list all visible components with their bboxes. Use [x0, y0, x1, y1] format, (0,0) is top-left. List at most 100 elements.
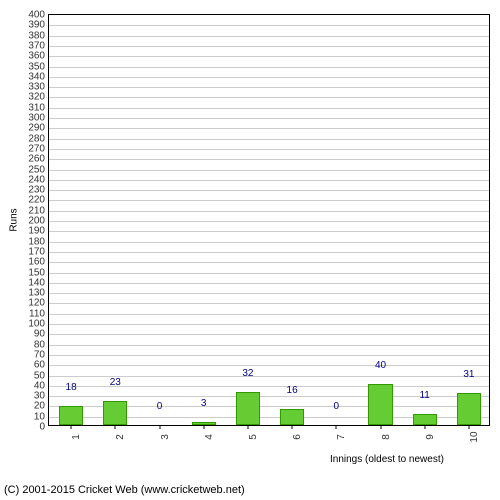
- y-tick-label: 260: [28, 154, 45, 165]
- y-tick-label: 250: [28, 164, 45, 175]
- y-tick-label: 120: [28, 298, 45, 309]
- x-tick-label: 8: [381, 434, 392, 440]
- bar-value-label: 16: [287, 385, 298, 396]
- y-tick-label: 90: [34, 329, 45, 340]
- x-tick-mark: [247, 425, 248, 429]
- grid-line: [49, 324, 489, 325]
- grid-line: [49, 252, 489, 253]
- grid-line: [49, 200, 489, 201]
- y-tick-label: 140: [28, 277, 45, 288]
- grid-line: [49, 128, 489, 129]
- y-tick-label: 330: [28, 82, 45, 93]
- grid-line: [49, 139, 489, 140]
- x-tick-mark: [203, 425, 204, 429]
- bar-value-label: 0: [157, 401, 163, 412]
- bar: [103, 401, 127, 425]
- x-tick-mark: [424, 425, 425, 429]
- y-tick-label: 160: [28, 257, 45, 268]
- grid-line: [49, 334, 489, 335]
- grid-line: [49, 36, 489, 37]
- y-tick-label: 350: [28, 61, 45, 72]
- x-tick-mark: [468, 425, 469, 429]
- x-tick-label: 10: [469, 431, 480, 442]
- grid-line: [49, 118, 489, 119]
- y-tick-label: 400: [28, 10, 45, 21]
- y-tick-label: 370: [28, 40, 45, 51]
- grid-line: [49, 97, 489, 98]
- y-tick-label: 240: [28, 174, 45, 185]
- bar-value-label: 40: [375, 360, 386, 371]
- bar-value-label: 31: [463, 369, 474, 380]
- bar: [59, 406, 83, 425]
- y-tick-label: 110: [29, 308, 45, 319]
- grid-line: [49, 180, 489, 181]
- grid-line: [49, 149, 489, 150]
- y-tick-label: 300: [28, 113, 45, 124]
- grid-line: [49, 242, 489, 243]
- bar-value-label: 32: [242, 368, 253, 379]
- y-tick-label: 270: [28, 143, 45, 154]
- y-tick-label: 0: [39, 422, 45, 433]
- y-tick-label: 80: [34, 339, 45, 350]
- x-tick-label: 3: [160, 434, 171, 440]
- bar-value-label: 0: [334, 401, 340, 412]
- bar: [280, 409, 304, 425]
- grid-line: [49, 283, 489, 284]
- x-tick-mark: [336, 425, 337, 429]
- y-tick-label: 190: [28, 226, 45, 237]
- bar-value-label: 3: [201, 398, 207, 409]
- y-tick-label: 10: [34, 411, 45, 422]
- y-tick-label: 340: [28, 71, 45, 82]
- y-tick-label: 20: [34, 401, 45, 412]
- y-tick-label: 30: [34, 391, 45, 402]
- grid-line: [49, 77, 489, 78]
- bar: [457, 393, 481, 425]
- grid-line: [49, 221, 489, 222]
- grid-line: [49, 355, 489, 356]
- bar: [413, 414, 437, 425]
- grid-line: [49, 365, 489, 366]
- copyright-footer: (C) 2001-2015 Cricket Web (www.cricketwe…: [4, 484, 245, 496]
- grid-line: [49, 108, 489, 109]
- x-tick-mark: [380, 425, 381, 429]
- y-tick-label: 200: [28, 216, 45, 227]
- y-tick-label: 360: [28, 51, 45, 62]
- y-tick-label: 390: [28, 20, 45, 31]
- grid-line: [49, 67, 489, 68]
- y-tick-label: 40: [34, 380, 45, 391]
- grid-line: [49, 231, 489, 232]
- bar: [368, 384, 392, 425]
- x-tick-mark: [292, 425, 293, 429]
- grid-line: [49, 190, 489, 191]
- grid-line: [49, 293, 489, 294]
- y-tick-label: 280: [28, 133, 45, 144]
- grid-line: [49, 25, 489, 26]
- y-tick-label: 60: [34, 360, 45, 371]
- x-tick-label: 1: [71, 434, 82, 440]
- y-tick-label: 130: [28, 288, 45, 299]
- bar-value-label: 11: [419, 390, 429, 401]
- grid-line: [49, 211, 489, 212]
- grid-line: [49, 159, 489, 160]
- grid-line: [49, 56, 489, 57]
- runs-by-innings-chart: 0102030405060708090100110120130140150160…: [0, 0, 500, 500]
- grid-line: [49, 170, 489, 171]
- grid-line: [49, 46, 489, 47]
- bar-value-label: 23: [110, 377, 121, 388]
- x-tick-label: 7: [336, 434, 347, 440]
- x-tick-mark: [159, 425, 160, 429]
- bar-value-label: 18: [66, 382, 77, 393]
- x-tick-mark: [115, 425, 116, 429]
- grid-line: [49, 345, 489, 346]
- y-tick-label: 220: [28, 195, 45, 206]
- y-tick-label: 310: [28, 102, 45, 113]
- y-tick-label: 320: [28, 92, 45, 103]
- x-axis-label: Innings (oldest to newest): [330, 454, 444, 465]
- x-tick-label: 2: [115, 434, 126, 440]
- x-tick-label: 4: [204, 434, 215, 440]
- y-tick-label: 210: [28, 205, 45, 216]
- grid-line: [49, 303, 489, 304]
- x-tick-mark: [71, 425, 72, 429]
- grid-line: [49, 314, 489, 315]
- y-axis-label: Runs: [9, 208, 20, 231]
